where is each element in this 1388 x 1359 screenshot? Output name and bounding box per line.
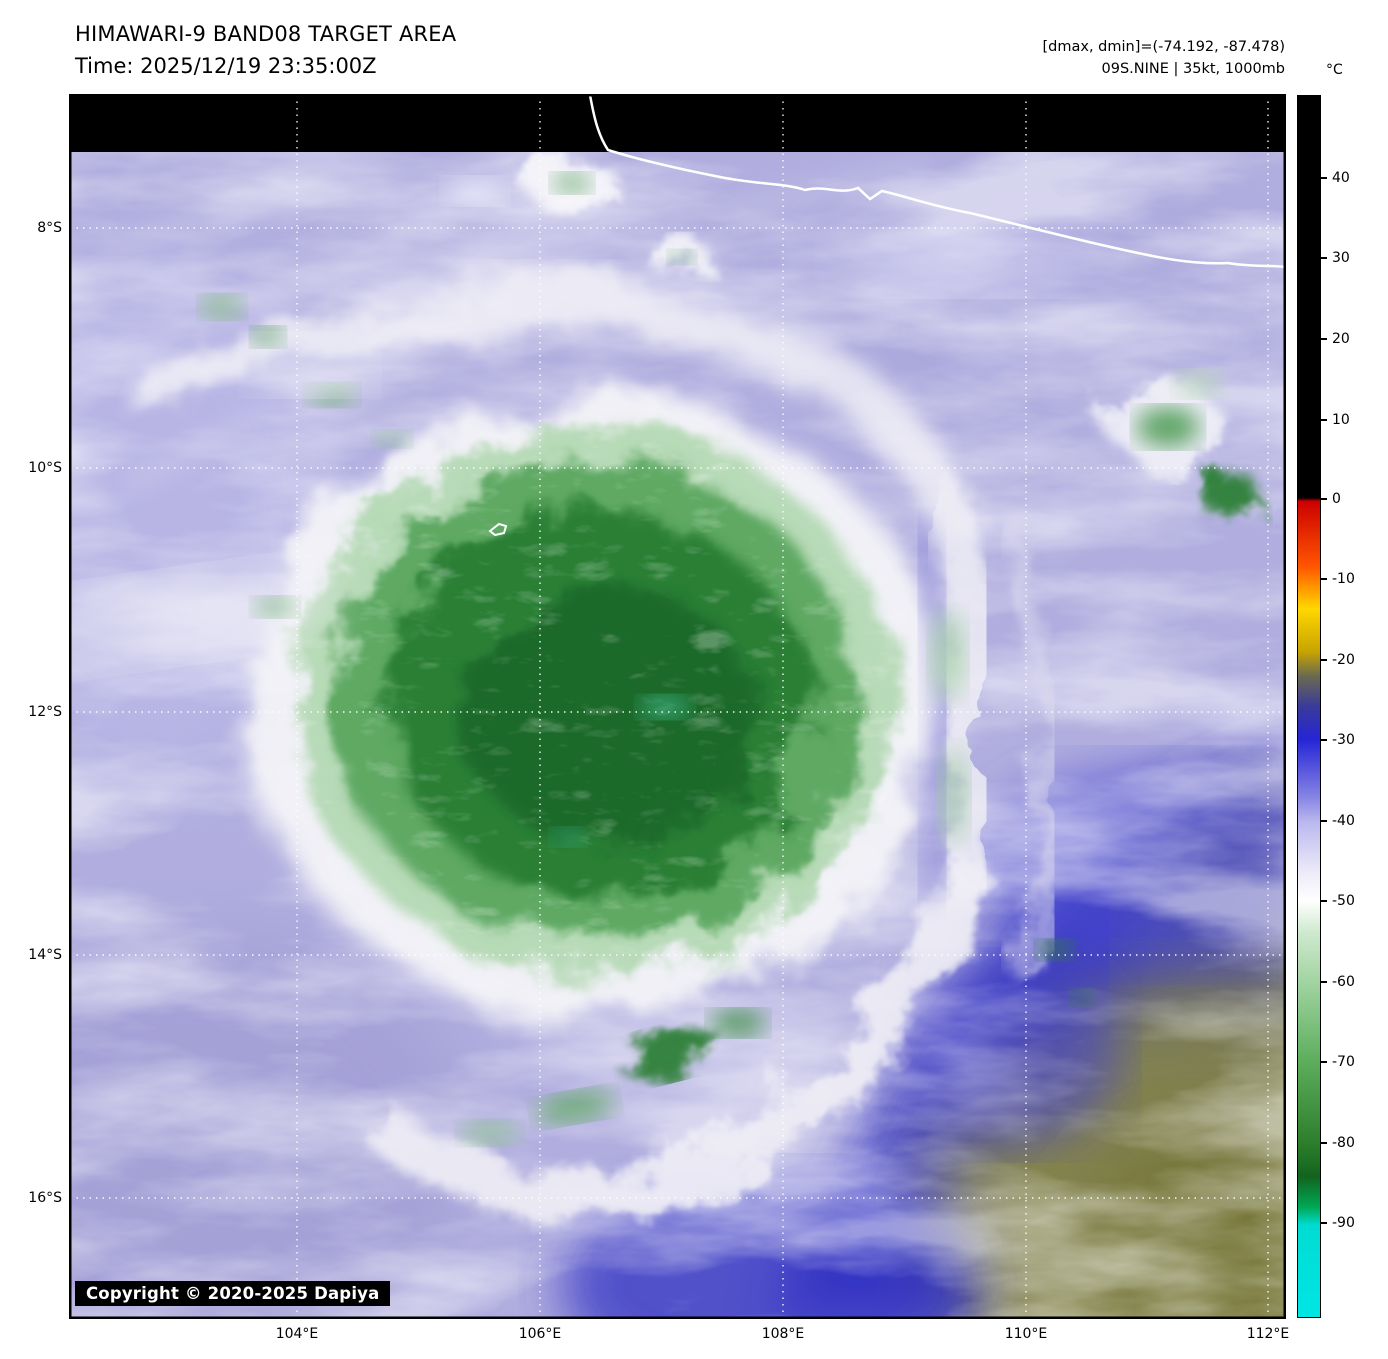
lat-label-12s: 12°S: [28, 704, 62, 720]
satellite-map: Copyright © 2020-2025 Dapiya: [69, 94, 1286, 1319]
colorbar-unit-label: °C: [1326, 62, 1343, 78]
colorbar-tick-label: -40: [1332, 813, 1355, 829]
lon-label-110e: 110°E: [1004, 1326, 1048, 1342]
time-label: Time: 2025/12/19 23:35:00Z: [75, 54, 377, 78]
colorbar-tick: 40: [1321, 170, 1350, 186]
colorbar-tick: 0: [1321, 491, 1341, 507]
tick-mark: [1321, 257, 1327, 259]
copyright-badge: Copyright © 2020-2025 Dapiya: [75, 1281, 391, 1306]
tick-mark: [1321, 900, 1327, 902]
colorbar-tick: -50: [1321, 893, 1355, 909]
colorbar-tick-label: 40: [1332, 170, 1350, 186]
lon-label-106e: 106°E: [518, 1326, 562, 1342]
colorbar-tick: -60: [1321, 974, 1355, 990]
lon-label-104e: 104°E: [275, 1326, 319, 1342]
colorbar-tick-label: -60: [1332, 974, 1355, 990]
colorbar-tick: 10: [1321, 412, 1350, 428]
graticule: [70, 95, 1285, 1318]
scattered-clouds: [70, 159, 1258, 1005]
colorbar-tick-label: 0: [1332, 491, 1341, 507]
lat-label-8s: 8°S: [37, 220, 62, 236]
colorbar-tick: 20: [1321, 331, 1350, 347]
colorbar-tick-label: -50: [1332, 893, 1355, 909]
colorbar-tick-label: -10: [1332, 571, 1355, 587]
colorbar-tick: -10: [1321, 571, 1355, 587]
lat-label-10s: 10°S: [28, 460, 62, 476]
colorbar-tick: -90: [1321, 1215, 1355, 1231]
cyclone-cdo: [250, 390, 940, 1020]
colorbar-tick-label: 10: [1332, 412, 1350, 428]
tick-mark: [1321, 419, 1327, 421]
colorbar: [1297, 95, 1321, 1318]
colorbar-tick-label: -30: [1332, 732, 1355, 748]
storm-info-label: 09S.NINE | 35kt, 1000mb: [1101, 61, 1285, 78]
tick-mark: [1321, 981, 1327, 983]
colorbar-tick: -70: [1321, 1054, 1355, 1070]
meta-info: [dmax, dmin]=(-74.192, -87.478) 09S.NINE…: [1043, 36, 1286, 81]
cirrus-streaks: [82, 145, 931, 490]
tick-mark: [1321, 1222, 1327, 1224]
tick-mark: [1321, 578, 1327, 580]
tick-mark: [1321, 1061, 1327, 1063]
map-border: [70, 95, 1285, 1318]
no-data-strip: [70, 95, 1285, 152]
colorbar-tick-label: -90: [1332, 1215, 1355, 1231]
tick-mark: [1321, 820, 1327, 822]
lon-label-108e: 108°E: [761, 1326, 805, 1342]
tick-mark: [1321, 1142, 1327, 1144]
colorbar-tick-label: -70: [1332, 1054, 1355, 1070]
coastline: [588, 95, 1285, 269]
colorbar-tick-label: 20: [1332, 331, 1350, 347]
colorbar-tick: -20: [1321, 652, 1355, 668]
tick-mark: [1321, 659, 1327, 661]
tick-mark: [1321, 739, 1327, 741]
colorbar-tick: -40: [1321, 813, 1355, 829]
tick-mark: [1321, 338, 1327, 340]
lat-label-14s: 14°S: [28, 947, 62, 963]
colorbar-tick: 30: [1321, 250, 1350, 266]
colorbar-tick-label: -20: [1332, 652, 1355, 668]
colorbar-tick-label: 30: [1332, 250, 1350, 266]
lat-label-16s: 16°S: [28, 1190, 62, 1206]
tick-mark: [1321, 177, 1327, 179]
colorbar-tick: -30: [1321, 732, 1355, 748]
lon-label-112e: 112°E: [1246, 1326, 1290, 1342]
island-outline: [488, 522, 508, 537]
figure-title: HIMAWARI-9 BAND08 TARGET AREA: [75, 22, 457, 46]
colorbar-tick-label: -80: [1332, 1135, 1355, 1151]
satellite-image: [70, 95, 1285, 1318]
colorbar-tick: -80: [1321, 1135, 1355, 1151]
dmax-dmin-label: [dmax, dmin]=(-74.192, -87.478): [1042, 39, 1286, 55]
tick-mark: [1321, 498, 1327, 500]
